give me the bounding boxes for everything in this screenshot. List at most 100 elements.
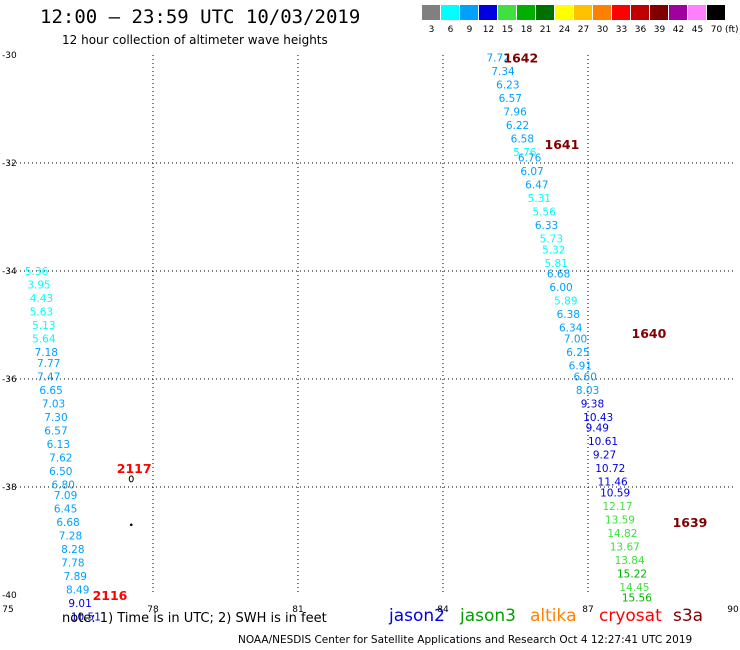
satellite-s3a: s3a <box>673 606 704 626</box>
legend-unit: (ft) <box>725 25 739 35</box>
legend-swatch <box>593 5 611 20</box>
swh-value: 7.28 <box>59 531 82 543</box>
swh-value: 6.38 <box>557 309 580 321</box>
swh-value: 7.18 <box>35 347 58 359</box>
lon-tick-label: 81 <box>292 605 303 615</box>
footer-credit: NOAA/NESDIS Center for Satellite Applica… <box>238 634 693 646</box>
legend-swatch <box>498 5 516 20</box>
legend-tick-label: 18 <box>521 25 533 35</box>
swh-value: 14.82 <box>607 528 637 540</box>
swh-value: 6.45 <box>54 504 77 516</box>
swh-value: 6.65 <box>39 385 62 397</box>
swh-value: 6.22 <box>506 120 529 132</box>
swh-value: 5.73 <box>540 234 563 246</box>
swh-value: 13.59 <box>605 514 635 526</box>
lat-tick-label: -36 <box>2 375 17 385</box>
swh-value: 15.56 <box>622 593 652 605</box>
swh-value: 5.32 <box>542 244 565 256</box>
legend-swatch <box>650 5 668 20</box>
swh-value: 5.36 <box>25 266 49 278</box>
legend-tick-label: 39 <box>654 25 666 35</box>
swh-value: 7.30 <box>44 412 67 424</box>
lon-tick-label: 75 <box>2 605 13 615</box>
track-time-label: 1641 <box>545 137 580 152</box>
legend-swatch <box>688 5 706 20</box>
swh-value: 8.03 <box>576 385 599 397</box>
track-time-label: 2117 <box>117 461 152 476</box>
swh-value: 7.89 <box>64 571 87 583</box>
satellite-jason3: jason3 <box>460 606 516 626</box>
swh-value: 7.96 <box>503 107 527 119</box>
swh-value: 7.72 <box>487 53 510 65</box>
swh-value: 6.57 <box>499 93 522 105</box>
swh-value: 5.63 <box>30 307 53 319</box>
swh-value: 8.28 <box>61 544 84 556</box>
swh-value: 6.47 <box>525 180 548 192</box>
swh-value: 7.62 <box>49 452 72 464</box>
swh-value: 10.59 <box>600 487 630 499</box>
legend-tick-label: 36 <box>635 25 647 35</box>
legend-tick-label: 9 <box>467 25 473 35</box>
swh-value: 6.07 <box>520 166 543 178</box>
swh-value: 13.84 <box>615 555 645 567</box>
swh-value: 4.43 <box>30 293 53 305</box>
swh-value: 13.67 <box>610 541 640 553</box>
lon-tick-label: 84 <box>437 605 449 615</box>
swh-value: 10.51 <box>71 612 101 624</box>
lat-tick-label: -34 <box>2 267 17 277</box>
swh-value: 7.09 <box>54 490 77 502</box>
footer-note: note: 1) Time is in UTC; 2) SWH is in fe… <box>62 611 327 626</box>
swh-value: 3.95 <box>27 280 50 292</box>
legend-swatch <box>574 5 592 20</box>
page-subtitle: 12 hour collection of altimeter wave hei… <box>62 33 328 47</box>
swh-value: 10.72 <box>595 463 625 475</box>
legend-tick-label: 24 <box>559 25 571 35</box>
swh-value: 5.89 <box>554 296 577 308</box>
swh-value: 6.23 <box>496 80 519 92</box>
swh-value: 9.27 <box>593 450 616 462</box>
swh-value: 10.61 <box>588 436 618 448</box>
swh-value: 6.57 <box>44 425 67 437</box>
lon-tick-label: 78 <box>147 605 159 615</box>
legend-tick-label: 70 <box>711 25 723 35</box>
swh-value: 7.34 <box>491 66 515 78</box>
swh-value: 5.56 <box>532 207 556 219</box>
legend-tick-label: 3 <box>429 25 435 35</box>
legend-swatch <box>707 5 725 20</box>
legend-swatch <box>479 5 497 20</box>
legend-swatch <box>422 5 440 20</box>
legend-tick-label: 6 <box>448 25 454 35</box>
swh-value: 6.68 <box>56 517 79 529</box>
legend-tick-label: 15 <box>502 25 513 35</box>
lat-tick-label: -32 <box>2 159 17 169</box>
swh-value: 6.25 <box>566 347 589 359</box>
swh-value: 6.58 <box>511 134 534 146</box>
swh-value: 11.46 <box>598 477 628 489</box>
track-time-label: 1640 <box>632 326 667 341</box>
legend-tick-label: 42 <box>673 25 684 35</box>
legend-tick-label: 33 <box>616 25 627 35</box>
lat-tick-label: -40 <box>2 591 17 601</box>
swh-value: 10.43 <box>583 412 613 424</box>
island-marker <box>129 523 133 527</box>
swh-value: 5.31 <box>528 193 551 205</box>
swh-value: 6.13 <box>47 439 70 451</box>
lon-tick-label: 90 <box>727 605 739 615</box>
legend-tick-label: 12 <box>483 25 494 35</box>
swh-value: 9.49 <box>586 423 609 435</box>
swh-value: 7.00 <box>564 334 587 346</box>
lat-tick-label: -38 <box>2 483 17 493</box>
legend-swatch <box>460 5 478 20</box>
swh-value: 6.33 <box>535 220 558 232</box>
swh-value: 7.03 <box>42 398 65 410</box>
swh-value: 7.78 <box>61 558 84 570</box>
swh-value: 8.49 <box>66 585 89 597</box>
swh-value: 7.47 <box>37 371 60 383</box>
swh-value: 5.81 <box>545 258 568 270</box>
swh-value: 7.77 <box>37 358 60 370</box>
swh-value: 9.38 <box>581 398 604 410</box>
swh-value: 6.76 <box>518 153 542 165</box>
track-time-label: 1642 <box>503 51 538 66</box>
page-title: 12:00 – 23:59 UTC 10/03/2019 <box>40 6 361 28</box>
